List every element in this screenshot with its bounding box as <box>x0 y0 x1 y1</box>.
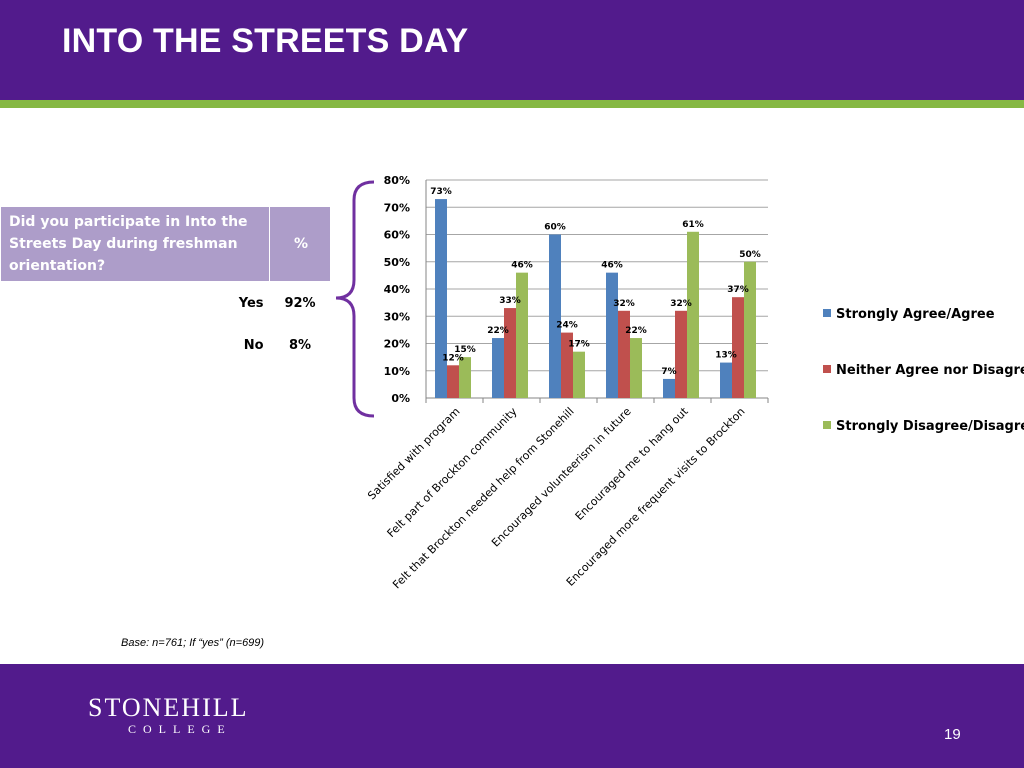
data-label: 17% <box>568 340 590 350</box>
bar <box>720 362 732 398</box>
y-tick-label: 70% <box>384 201 410 214</box>
data-label: 73% <box>430 187 452 197</box>
bar <box>663 378 675 398</box>
legend-swatch <box>823 421 831 429</box>
curly-bracket <box>335 180 375 418</box>
data-label: 22% <box>625 326 647 336</box>
percent-header: % <box>269 206 331 282</box>
accent-stripe <box>0 100 1024 108</box>
data-label: 32% <box>670 299 692 309</box>
question-header: Did you participate in Into the Streets … <box>0 206 270 282</box>
bar <box>744 261 756 398</box>
legend-label: Neither Agree nor Disagree <box>836 363 1024 378</box>
bar <box>618 310 630 398</box>
y-tick-label: 40% <box>384 283 410 296</box>
data-label: 37% <box>727 285 749 295</box>
bar <box>447 365 459 398</box>
category-label: Satisfied with program <box>365 405 462 502</box>
bar <box>732 297 744 398</box>
header-bar <box>0 0 1024 100</box>
slide-title: INTO THE STREETS DAY <box>62 22 469 60</box>
data-label: 61% <box>682 220 704 230</box>
data-label: 60% <box>544 223 566 233</box>
data-label: 15% <box>454 345 476 355</box>
row-label: Yes <box>238 295 264 311</box>
row-value: 92% <box>284 295 316 311</box>
y-tick-label: 50% <box>384 256 410 269</box>
y-tick-label: 30% <box>384 310 410 323</box>
data-label: 46% <box>601 261 623 271</box>
footer-bar <box>0 664 1024 768</box>
bar <box>561 332 573 398</box>
y-tick-label: 0% <box>391 392 410 405</box>
bar <box>573 351 585 398</box>
data-label: 13% <box>715 351 737 361</box>
y-tick-label: 80% <box>384 174 410 187</box>
bar <box>435 199 447 398</box>
legend-label: Strongly Disagree/Disagree <box>836 419 1024 434</box>
row-value: 8% <box>288 337 312 353</box>
data-label: 24% <box>556 321 578 331</box>
data-label: 7% <box>661 367 676 377</box>
legend-swatch <box>823 365 831 373</box>
bar <box>459 357 471 398</box>
data-label: 32% <box>613 299 635 309</box>
data-label: 22% <box>487 326 509 336</box>
bar <box>687 231 699 398</box>
legend-swatch <box>823 309 831 317</box>
data-label: 46% <box>511 261 533 271</box>
page-number: 19 <box>944 726 961 743</box>
participation-table: Did you participate in Into the Streets … <box>0 206 331 366</box>
data-label: 33% <box>499 296 521 306</box>
table-header-row: Did you participate in Into the Streets … <box>0 206 331 282</box>
table-row: Yes 92% <box>1 282 331 325</box>
bar <box>549 234 561 398</box>
bar <box>630 338 642 398</box>
legend-label: Strongly Agree/Agree <box>836 307 995 322</box>
logo-wordmark: STONEHILL <box>88 693 249 722</box>
base-note: Base: n=761; If “yes” (n=699) <box>121 637 265 649</box>
bar-chart: 0% 10% 20% 30% 40% 50% 60% 70% 80% 73% 22% 60% 46% 7… <box>335 174 1024 591</box>
data-label: 12% <box>442 353 464 363</box>
bar <box>516 272 528 398</box>
y-tick-label: 20% <box>384 338 410 351</box>
y-tick-label: 60% <box>384 229 410 242</box>
bar <box>492 338 504 398</box>
logo-subtitle: COLLEGE <box>128 722 232 736</box>
category-label: Encouraged me to hang out <box>573 404 691 522</box>
data-label: 50% <box>739 250 761 260</box>
bar <box>675 310 687 398</box>
row-label: No <box>243 337 264 353</box>
bar <box>606 272 618 398</box>
bar <box>504 308 516 398</box>
y-tick-label: 10% <box>384 365 410 378</box>
table-row: No 8% <box>1 324 331 366</box>
